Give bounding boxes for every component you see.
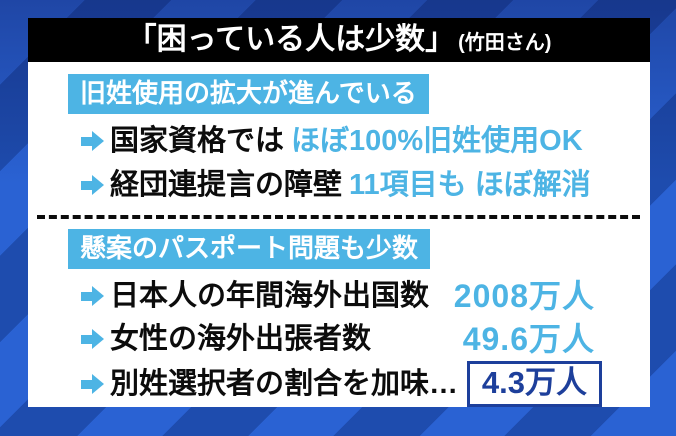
arrow-right-icon: [80, 173, 105, 197]
bullet-text-black: 国家資格では: [110, 125, 285, 157]
stat-label: 別姓選択者の割合を加味…: [110, 368, 459, 400]
stat-row: 女性の海外出張者数 49.6万人: [80, 321, 630, 357]
info-board: 「困っている人は少数」 (竹田さん) 旧姓使用の拡大が進んでいる 国家資格では …: [28, 18, 650, 407]
section2-heading: 懸案のパスポート問題も少数: [68, 229, 431, 269]
bullet-text-blue: 11項目も ほぼ解消: [349, 169, 591, 201]
stat-value: 2008万人: [453, 278, 595, 314]
bullet-text-blue: ほぼ100%旧姓使用OK: [291, 125, 583, 157]
stat-label: 日本人の年間海外出国数: [110, 280, 430, 312]
content-panel: 旧姓使用の拡大が進んでいる 国家資格では ほぼ100%旧姓使用OK 経団連提言の…: [28, 62, 650, 407]
stat-value: 49.6万人: [462, 321, 595, 357]
stat-value-boxed: 4.3万人: [466, 361, 602, 407]
stat-row: 日本人の年間海外出国数 2008万人: [80, 278, 630, 314]
title-text-group: 「困っている人は少数」 (竹田さん): [127, 18, 552, 65]
bullet-text-black: 経団連提言の障壁: [110, 169, 343, 201]
stat-row: 別姓選択者の割合を加味… 4.3万人: [80, 361, 630, 407]
arrow-right-icon: [80, 129, 105, 153]
section1-heading: 旧姓使用の拡大が進んでいる: [68, 74, 429, 114]
bullet-row: 経団連提言の障壁 11項目も ほぼ解消: [80, 167, 630, 203]
stat-label: 女性の海外出張者数: [110, 323, 372, 355]
title-bar: 「困っている人は少数」 (竹田さん): [28, 18, 650, 62]
title-quote: 「困っている人は少数」: [126, 23, 456, 56]
bullet-row: 国家資格では ほぼ100%旧姓使用OK: [80, 123, 630, 159]
title-attribution: (竹田さん): [458, 32, 552, 54]
arrow-right-icon: [80, 327, 105, 351]
dashed-divider: [37, 215, 640, 219]
arrow-right-icon: [80, 372, 105, 396]
arrow-right-icon: [80, 284, 105, 308]
